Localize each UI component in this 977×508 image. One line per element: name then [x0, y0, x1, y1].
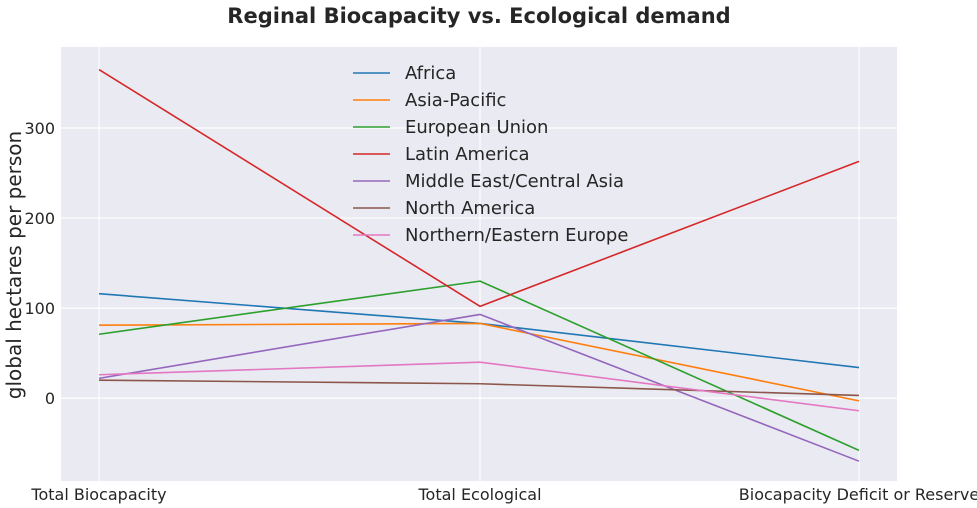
y-axis-label: global hectares per person: [2, 131, 26, 399]
series-line: [98, 68, 860, 308]
legend-label: North America: [405, 198, 535, 219]
plot-area: [61, 47, 897, 481]
y-tick-labels: 0 100 200 300: [24, 119, 55, 408]
y-tick-label: 0: [45, 389, 55, 408]
series-line: [98, 313, 860, 462]
legend-label: Latin America: [405, 144, 530, 165]
series-line: [98, 379, 860, 397]
y-tick-label: 300: [24, 119, 55, 138]
legend-label: European Union: [405, 117, 548, 138]
legend: Africa Asia-Pacific European Union Latin Am…: [353, 63, 628, 246]
x-tick-label: Total Ecological: [417, 485, 541, 504]
series-lines: [98, 68, 860, 462]
legend-label: Middle East/Central Asia: [405, 171, 624, 192]
series-line: [98, 361, 860, 412]
legend-label: Asia-Pacific: [405, 90, 506, 111]
legend-label: Africa: [405, 63, 456, 84]
y-tick-label: 100: [24, 299, 55, 318]
x-tick-label: Total Biocapacity: [30, 485, 166, 504]
legend-label: Northern/Eastern Europe: [405, 225, 628, 246]
chart-title: Reginal Biocapacity vs. Ecological deman…: [227, 4, 730, 28]
y-tick-label: 200: [24, 209, 55, 228]
x-tick-labels: Total Biocapacity Total Ecological Biocapa…: [30, 485, 977, 504]
x-tick-label: Biocapacity Deficit or Reserve: [739, 485, 977, 504]
series-line: [98, 322, 860, 402]
